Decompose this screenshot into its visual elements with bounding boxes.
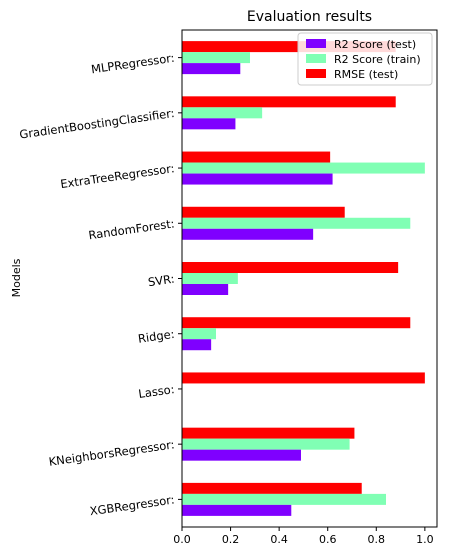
- bar-rmse-test-4: [182, 262, 399, 273]
- bar-rmse-test-7: [182, 427, 355, 439]
- bar-r2-test-8: [182, 504, 292, 516]
- plot-frame: [181, 29, 438, 528]
- x-tick-label-3: 0.6: [319, 533, 337, 546]
- bar-r2-train-5: [182, 328, 216, 340]
- y-axis-label: Models: [10, 258, 23, 297]
- bar-r2-train-1: [182, 107, 263, 119]
- bar-rmse-test-1: [182, 96, 396, 108]
- bar-r2-test-0: [182, 63, 241, 75]
- category-label-4: SVR:: [147, 272, 175, 290]
- bar-r2-test-5: [182, 339, 212, 351]
- bar-rmse-test-8: [182, 482, 362, 494]
- bar-r2-train-2: [182, 162, 425, 174]
- bar-r2-test-1: [182, 118, 236, 130]
- bar-r2-test-4: [182, 284, 229, 295]
- x-tick-label-0: 0.0: [173, 533, 191, 546]
- bar-r2-test-7: [182, 449, 301, 461]
- category-label-1: GradientBoostingClassifier:: [19, 106, 176, 142]
- bar-r2-train-8: [182, 493, 386, 505]
- legend-label-1: R2 Score (train): [334, 53, 421, 66]
- bar-rmse-test-6: [182, 372, 425, 384]
- legend-swatch-2: [306, 69, 326, 78]
- bar-r2-train-3: [182, 217, 411, 229]
- bars-layer: [182, 41, 425, 516]
- category-label-8: XGBRegressor:: [89, 492, 176, 518]
- bar-r2-train-7: [182, 438, 350, 450]
- bar-rmse-test-5: [182, 317, 411, 329]
- category-label-6: Lasso:: [137, 382, 175, 401]
- category-label-7: KNeighborsRegressor:: [48, 437, 176, 469]
- category-label-3: RandomForest:: [88, 216, 176, 242]
- bar-rmse-test-0: [182, 41, 396, 53]
- bar-r2-train-4: [182, 273, 238, 284]
- legend: R2 Score (test) R2 Score (train) RMSE (tes…: [297, 32, 433, 86]
- bar-rmse-test-2: [182, 151, 331, 163]
- x-tick-label-4: 0.8: [368, 533, 386, 546]
- category-label-0: MLPRegressor:: [90, 51, 175, 77]
- chart-title: Evaluation results: [247, 9, 372, 25]
- legend-swatch-0: [306, 39, 326, 48]
- bar-rmse-test-3: [182, 206, 345, 218]
- bar-r2-test-3: [182, 228, 314, 240]
- legend-box: [297, 32, 433, 86]
- category-label-5: Ridge:: [137, 327, 175, 346]
- x-tick-label-1: 0.2: [222, 533, 240, 546]
- x-tick-label-5: 1.0: [416, 533, 434, 546]
- bar-r2-train-0: [182, 52, 250, 64]
- bar-r2-test-2: [182, 173, 333, 185]
- category-label-2: ExtraTreeRegressor:: [59, 161, 175, 191]
- legend-label-0: R2 Score (test): [334, 38, 416, 51]
- legend-label-2: RMSE (test): [334, 68, 398, 81]
- x-tick-label-2: 0.4: [270, 533, 288, 546]
- legend-swatch-1: [306, 54, 326, 63]
